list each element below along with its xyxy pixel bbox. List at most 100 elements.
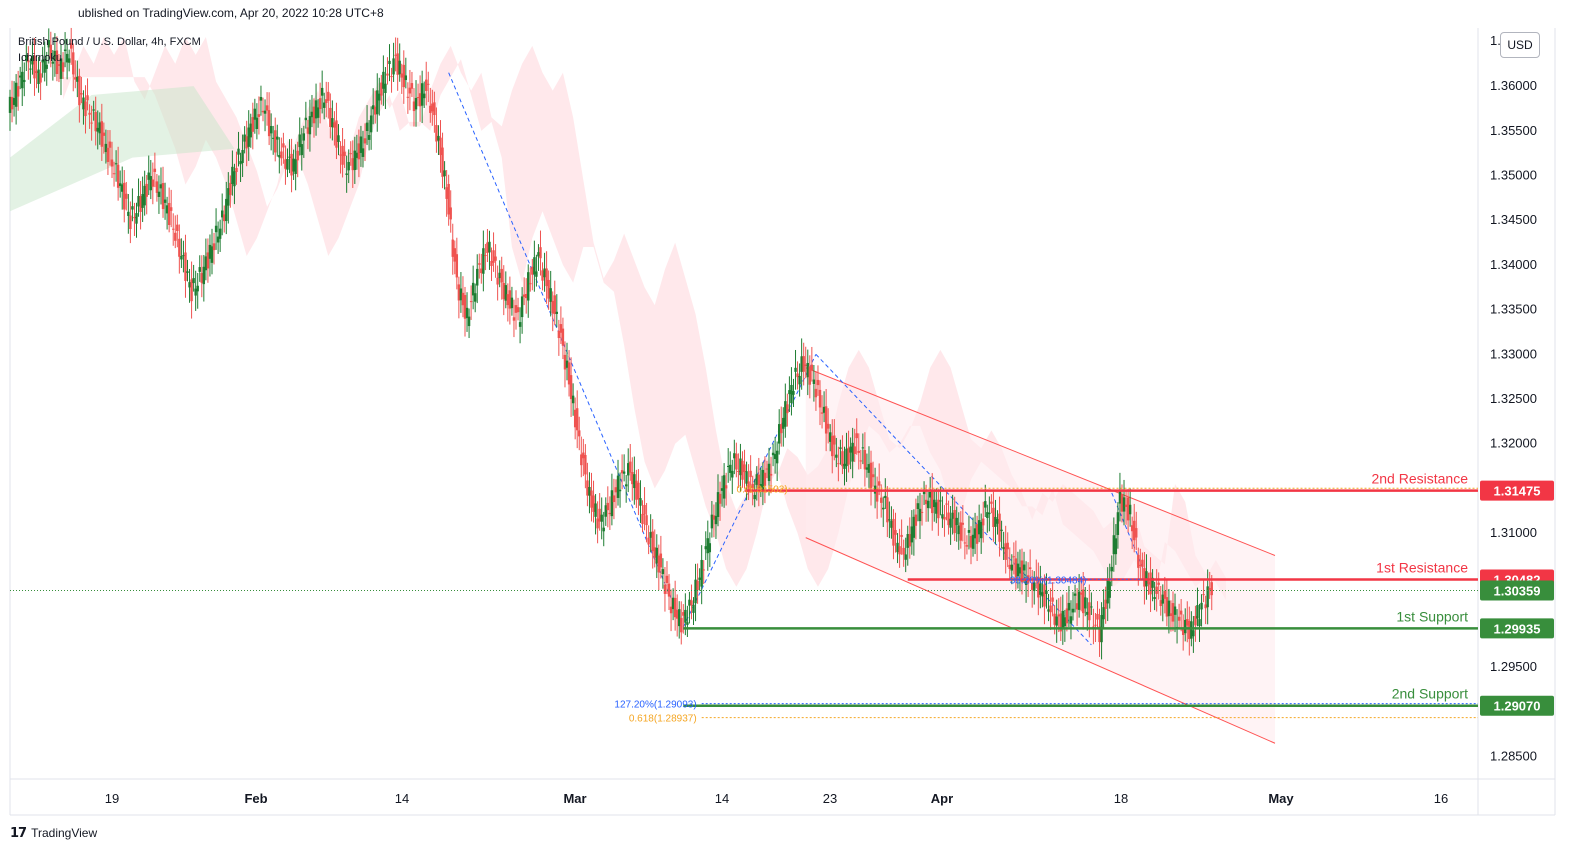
candle-body [172, 228, 175, 230]
candle-body [455, 254, 459, 278]
candle-body [276, 136, 279, 140]
candle-body [902, 547, 905, 555]
candle-body [1039, 583, 1042, 595]
candle-body [1108, 581, 1111, 598]
candle-body [412, 101, 416, 112]
candle-body [149, 176, 152, 191]
candle-body [80, 93, 83, 95]
candle-body [724, 485, 728, 489]
candle-body [123, 182, 126, 210]
candle-body [631, 472, 634, 485]
candle-body [780, 424, 783, 434]
candle-body [118, 183, 122, 186]
channel-fill [805, 367, 1275, 744]
candle-body [1047, 609, 1050, 612]
candle-body [867, 464, 871, 473]
candle-body [19, 75, 22, 78]
candle-body [1063, 617, 1067, 627]
candle-body [23, 79, 26, 83]
candle-body [408, 87, 412, 94]
candle-body [480, 268, 483, 274]
candle-body [1204, 604, 1207, 609]
candle-body [347, 161, 350, 171]
candle-body [884, 495, 887, 499]
candle-body [778, 424, 781, 444]
candle-body [200, 273, 203, 283]
candle-body [382, 71, 385, 89]
candle-body [773, 454, 777, 460]
candle-body [135, 213, 138, 224]
candle-body [763, 472, 767, 486]
candle-body [992, 507, 995, 527]
candle-body [610, 490, 614, 517]
candle-body [402, 64, 405, 88]
candle-body [804, 364, 807, 367]
candle-body [955, 517, 958, 526]
candle-body [516, 307, 520, 313]
candle-body [582, 452, 585, 459]
candle-body [741, 460, 744, 480]
candle-body [782, 417, 785, 429]
candle-body [72, 52, 75, 75]
1st-support-label: 1st Support [1396, 608, 1468, 624]
candle-body [98, 122, 101, 134]
candle-body [227, 188, 230, 206]
candle-body [824, 406, 828, 434]
candle-body [979, 521, 983, 539]
tradingview-brand[interactable]: 17 TradingView [10, 824, 97, 842]
candle-body [965, 545, 969, 547]
candle-body [1151, 577, 1154, 588]
candle-body [447, 183, 450, 215]
candle-body [731, 470, 734, 478]
candle-body [908, 534, 911, 547]
candle-body [1043, 584, 1046, 607]
candle-body [953, 509, 956, 534]
candle-body [502, 283, 505, 300]
candle-body [906, 534, 909, 548]
candle-body [1053, 613, 1056, 625]
candle-body [1051, 597, 1054, 602]
candle-body [553, 295, 556, 315]
price-tick-label: 1.34000 [1490, 257, 1537, 272]
candle-body [594, 503, 597, 517]
currency-button[interactable]: USD [1500, 32, 1540, 58]
candle-body [210, 246, 214, 263]
candle-body [871, 474, 875, 478]
candle-body [641, 513, 644, 525]
candle-body [520, 296, 524, 318]
candle-body [1206, 586, 1209, 608]
candle-body [251, 117, 254, 132]
candle-body [900, 534, 903, 537]
candle-body [431, 103, 434, 112]
candle-body [1018, 567, 1022, 574]
candle-body [1006, 542, 1009, 550]
candle-body [1184, 619, 1187, 634]
price-tick-label: 1.29500 [1490, 659, 1537, 674]
candle-body [453, 248, 456, 262]
cloud-area-green [10, 86, 235, 212]
candle-body [949, 518, 952, 528]
candle-body [422, 93, 426, 99]
candle-body [826, 423, 830, 429]
candle-body [1077, 591, 1081, 610]
candle-body [1118, 490, 1122, 504]
candle-body [335, 120, 338, 148]
candle-body [414, 97, 418, 110]
candle-body [928, 491, 932, 498]
candle-body [1181, 627, 1185, 635]
fib-guide-line [1111, 492, 1154, 592]
candle-body [194, 288, 197, 296]
candle-body [1049, 605, 1052, 613]
time-tick-label: 14 [715, 791, 729, 806]
candle-body [786, 404, 789, 414]
candle-body [796, 373, 799, 378]
candle-body [1022, 564, 1026, 571]
candle-body [512, 317, 516, 321]
candle-body [125, 193, 128, 199]
candle-body [320, 87, 324, 96]
candle-body [290, 153, 293, 176]
candle-body [1139, 564, 1142, 566]
candle-body [924, 499, 928, 505]
candle-body [82, 97, 85, 110]
